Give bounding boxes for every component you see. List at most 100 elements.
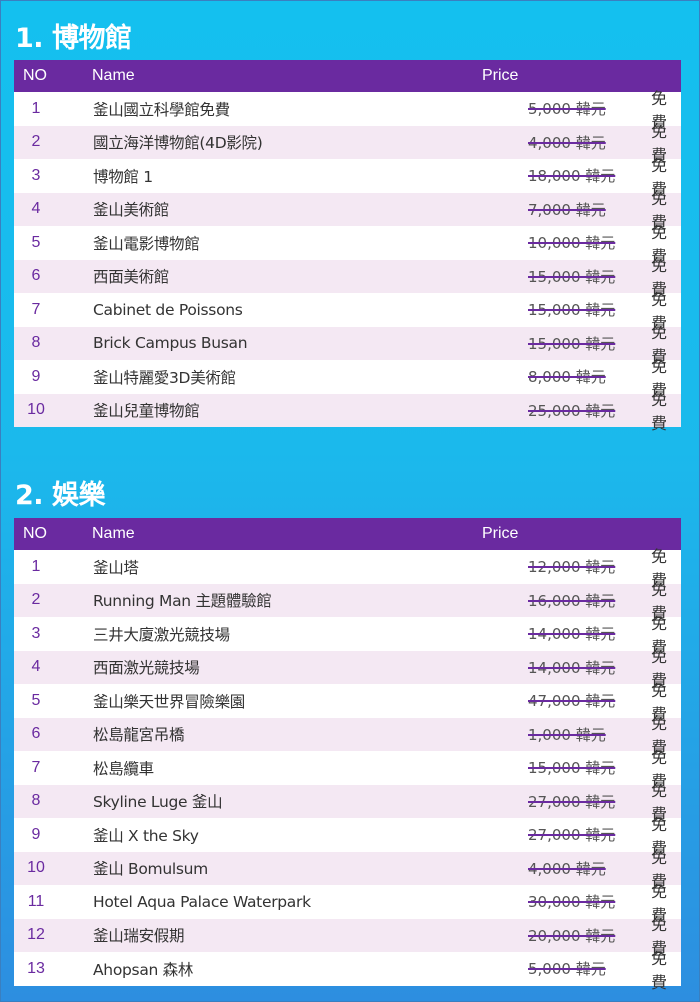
- row-original-price: 27,000 韓元: [528, 792, 616, 811]
- row-name: 釜山兒童博物館: [93, 402, 200, 421]
- row-name: 釜山電影博物館: [93, 234, 200, 253]
- row-number: 8: [31, 334, 41, 352]
- table-row: 2 國立海洋博物館(4D影院) 4,000 韓元 免費: [14, 122, 681, 165]
- row-original-price: 15,000 韓元: [528, 759, 616, 778]
- row-number: 12: [27, 926, 45, 944]
- header-name: Name: [92, 67, 135, 84]
- row-name: Ahopsan 森林: [93, 960, 194, 979]
- row-free-label: 免費: [650, 948, 667, 992]
- row-number: 2: [31, 591, 41, 609]
- row-name: 三井大廈激光競技場: [93, 625, 230, 644]
- row-name: Running Man 主題體驗館: [93, 592, 272, 611]
- table-row: 10 釜山 Bomulsum 4,000 韓元 免費: [14, 848, 681, 891]
- row-free-label: 免費: [650, 323, 667, 367]
- row-original-price: 1,000 韓元: [528, 725, 606, 744]
- table-row: 4 西面激光競技場 14,000 韓元 免費: [14, 647, 681, 690]
- row-number: 4: [31, 200, 41, 218]
- row-free-label: 免費: [650, 356, 667, 400]
- row-number: 13: [27, 959, 45, 977]
- row-name: 松島纜車: [93, 759, 154, 778]
- row-free-label: 免費: [650, 256, 667, 300]
- table-row: 8 Brick Campus Busan 15,000 韓元 免費: [14, 323, 681, 366]
- row-name: 釜山美術館: [93, 201, 170, 220]
- row-name: 博物館 1: [93, 167, 153, 186]
- row-original-price: 25,000 韓元: [528, 401, 616, 420]
- row-original-price: 15,000 韓元: [528, 267, 616, 286]
- table-row: 8 Skyline Luge 釜山 27,000 韓元 免費: [14, 781, 681, 824]
- table-row: 13 Ahopsan 森林 5,000 韓元 免費: [14, 949, 681, 992]
- row-number: 10: [27, 401, 45, 419]
- row-number: 5: [31, 691, 41, 709]
- row-number: 7: [31, 758, 41, 776]
- row-original-price: 4,000 韓元: [528, 133, 606, 152]
- table-row: 12 釜山瑞安假期 20,000 韓元 免費: [14, 915, 681, 958]
- row-number: 3: [31, 624, 41, 642]
- table-row: 1 釜山國立科學館免費 5,000 韓元 免費: [14, 89, 681, 132]
- row-original-price: 8,000 韓元: [528, 368, 606, 387]
- row-number: 10: [27, 859, 45, 877]
- table-row: 10 釜山兒童博物館 25,000 韓元 免費: [14, 390, 681, 433]
- row-original-price: 47,000 韓元: [528, 692, 616, 711]
- row-number: 4: [31, 658, 41, 676]
- row-original-price: 15,000 韓元: [528, 301, 616, 320]
- row-free-label: 免費: [650, 647, 667, 691]
- row-name: 釜山 Bomulsum: [93, 860, 208, 879]
- row-free-label: 免費: [650, 915, 667, 959]
- row-name: 釜山特麗愛3D美術館: [93, 368, 236, 387]
- row-original-price: 15,000 韓元: [528, 334, 616, 353]
- row-free-label: 免費: [650, 289, 667, 333]
- row-number: 9: [31, 367, 41, 385]
- row-name: Brick Campus Busan: [93, 334, 248, 353]
- row-free-label: 免費: [650, 881, 667, 925]
- museums-table: NO Name Price 1 釜山國立科學館免費 5,000 韓元 免費 2 國立海洋博…: [14, 60, 681, 433]
- row-name: 松島龍宮吊橋: [93, 726, 185, 745]
- row-free-label: 免費: [650, 580, 667, 624]
- row-free-label: 免費: [650, 222, 667, 266]
- row-original-price: 14,000 韓元: [528, 658, 616, 677]
- row-name: 西面激光競技場: [93, 659, 200, 678]
- row-free-label: 免費: [650, 680, 667, 724]
- table-row: 3 博物館 1 18,000 韓元 免費: [14, 156, 681, 199]
- row-number: 11: [27, 892, 45, 910]
- row-original-price: 7,000 韓元: [528, 200, 606, 219]
- entertainment-table: NO Name Price 1 釜山塔 12,000 韓元 免費 2 Running Ma…: [14, 518, 681, 992]
- table-body: 1 釜山塔 12,000 韓元 免費 2 Running Man 主題體驗館 16,000 …: [14, 547, 681, 992]
- table-row: 11 Hotel Aqua Palace Waterpark 30,000 韓元 免費: [14, 882, 681, 925]
- table-row: 5 釜山樂天世界冒險樂園 47,000 韓元 免費: [14, 681, 681, 724]
- row-number: 1: [31, 557, 41, 575]
- row-original-price: 27,000 韓元: [528, 826, 616, 845]
- row-free-label: 免費: [650, 189, 667, 233]
- row-original-price: 12,000 韓元: [528, 558, 616, 577]
- row-free-label: 免費: [650, 781, 667, 825]
- row-name: Skyline Luge 釜山: [93, 793, 223, 812]
- row-name: 釜山 X the Sky: [93, 826, 199, 845]
- row-original-price: 30,000 韓元: [528, 893, 616, 912]
- row-name: 釜山國立科學館免費: [93, 100, 230, 119]
- row-free-label: 免費: [650, 747, 667, 791]
- row-name: Hotel Aqua Palace Waterpark: [93, 892, 311, 911]
- table-row: 4 釜山美術館 7,000 韓元 免費: [14, 189, 681, 232]
- table-row: 3 三井大廈激光競技場 14,000 韓元 免費: [14, 614, 681, 657]
- row-free-label: 免費: [650, 714, 667, 758]
- row-free-label: 免費: [650, 390, 667, 434]
- header-no: NO: [23, 67, 47, 84]
- row-name: 西面美術館: [93, 268, 170, 287]
- section-title-entertainment: 2. 娛樂: [15, 480, 105, 511]
- row-free-label: 免費: [650, 613, 667, 657]
- row-free-label: 免費: [650, 546, 667, 590]
- row-name: 釜山瑞安假期: [93, 927, 185, 946]
- row-original-price: 18,000 韓元: [528, 167, 616, 186]
- row-original-price: 4,000 韓元: [528, 859, 606, 878]
- row-number: 9: [31, 825, 41, 843]
- table-row: 9 釜山特麗愛3D美術館 8,000 韓元 免費: [14, 357, 681, 400]
- header-name: Name: [92, 525, 135, 542]
- row-original-price: 5,000 韓元: [528, 960, 606, 979]
- table-row: 7 Cabinet de Poissons 15,000 韓元 免費: [14, 290, 681, 333]
- row-original-price: 16,000 韓元: [528, 591, 616, 610]
- row-free-label: 免費: [650, 814, 667, 858]
- row-free-label: 免費: [650, 848, 667, 892]
- row-name: Cabinet de Poissons: [93, 300, 243, 319]
- row-original-price: 20,000 韓元: [528, 926, 616, 945]
- row-original-price: 14,000 韓元: [528, 625, 616, 644]
- header-price: Price: [482, 67, 519, 84]
